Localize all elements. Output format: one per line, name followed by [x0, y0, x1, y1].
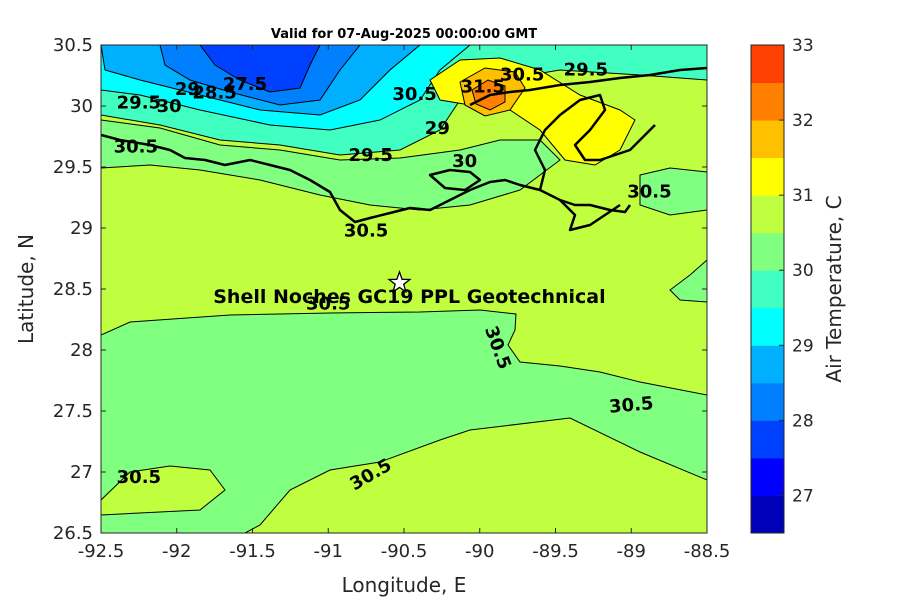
- contour-label: 27.5: [223, 74, 267, 95]
- coastline-lake: [428, 168, 482, 192]
- colorbar-swatch: [751, 457, 784, 496]
- x-tick-label: -91.5: [229, 541, 276, 562]
- contour-labels: 30.530.530.530.5 30.530.530.530.529.53029…: [114, 59, 672, 495]
- colorbar-tick-label: 29: [792, 336, 814, 356]
- y-tick-label: 30.5: [53, 35, 93, 56]
- x-tick-label: -92: [162, 541, 191, 562]
- y-tick-label: 29.5: [53, 157, 93, 178]
- x-tick-label: -92.5: [78, 541, 125, 562]
- colorbar-swatch: [751, 232, 784, 271]
- band-offshore-ne: [669, 259, 707, 303]
- colorbar-swatch: [751, 195, 784, 234]
- axis-ticks: -92.5 -92 -91.5 -91 -90.5 -90 -89.5 -89 -88.5 26.…: [53, 35, 730, 562]
- coastline-delta: [533, 93, 656, 232]
- colorbar-tick-label: 28: [792, 411, 814, 431]
- x-axis-label: Longitude, E: [342, 573, 467, 597]
- contour-label: 29.5: [348, 145, 392, 166]
- chart-title: Valid for 07-Aug-2025 00:00:00 GMT: [271, 27, 537, 42]
- y-tick-label: 26.5: [53, 523, 93, 544]
- contour-label: 30.5: [344, 220, 388, 241]
- coastline: [101, 66, 707, 232]
- colorbar-swatch: [751, 45, 784, 84]
- colorbar-tick-label: 33: [792, 36, 814, 56]
- station-marker: Shell Noches GC19 PPL Geotechnical: [213, 269, 606, 308]
- colorbar-tick-label: 32: [792, 111, 814, 131]
- x-tick-label: -91: [314, 541, 343, 562]
- colorbar-swatch: [751, 157, 784, 196]
- contour-label: 30.5: [306, 294, 350, 315]
- contour-label: 30.5: [114, 136, 158, 157]
- colorbar-swatch: [751, 120, 784, 159]
- colorbar-frame: [750, 44, 785, 534]
- colorbar: 27 28 29 30 31 32 33: [750, 36, 814, 534]
- y-tick-label: 30: [70, 96, 93, 117]
- colorbar-swatch: [751, 420, 784, 459]
- contour-label: 31.5: [461, 76, 505, 97]
- station-label: Shell Noches GC19 PPL Geotechnical: [213, 286, 605, 308]
- band-offshore-sw: [101, 465, 226, 516]
- x-tick-label: -89.5: [532, 541, 579, 562]
- contour-label: 29: [175, 79, 200, 100]
- band-offshore-east: [639, 167, 707, 216]
- x-tick-label: -90.5: [381, 541, 428, 562]
- x-tick-label: -90: [465, 541, 494, 562]
- x-tick-label: -89: [617, 541, 646, 562]
- contour-label: 30.5: [627, 181, 671, 202]
- colorbar-label: Air Temperature, C: [822, 195, 846, 382]
- coastline-north: [469, 66, 707, 107]
- colorbar-tick-label: 27: [792, 486, 814, 506]
- colorbar-tick-label: 31: [792, 186, 814, 206]
- contour-label: 30.5: [500, 64, 544, 85]
- contour-label: 29: [425, 118, 450, 139]
- colorbar-tick-label: 30: [792, 261, 814, 281]
- colorbar-swatch: [751, 382, 784, 421]
- contour-label: 30.5: [608, 393, 654, 418]
- y-tick-label: 28.5: [53, 279, 93, 300]
- y-tick-label: 28: [70, 340, 93, 361]
- colorbar-swatch: [751, 495, 784, 534]
- colorbar-swatch: [751, 345, 784, 384]
- band-27-5: [199, 45, 321, 93]
- y-tick-label: 27: [70, 462, 93, 483]
- station-star-icon: [387, 269, 412, 294]
- y-tick-label: 27.5: [53, 401, 93, 422]
- contour-label: 30.5: [117, 467, 161, 488]
- y-axis-label: Latitude, N: [14, 234, 38, 344]
- contour-label: 28.5: [192, 83, 236, 104]
- colorbar-swatch: [751, 307, 784, 346]
- contour-label: 30: [157, 96, 182, 117]
- contour-label: 30.5: [392, 84, 436, 105]
- colorbar-swatch: [751, 82, 784, 121]
- contour-label: 29.5: [564, 59, 608, 80]
- y-tick-label: 29: [70, 218, 93, 239]
- contour-label: 29.5: [117, 92, 161, 113]
- contour-label: 30: [452, 151, 477, 172]
- x-tick-label: -88.5: [684, 541, 731, 562]
- band-offshore-30: [101, 309, 707, 533]
- colorbar-swatch: [751, 270, 784, 309]
